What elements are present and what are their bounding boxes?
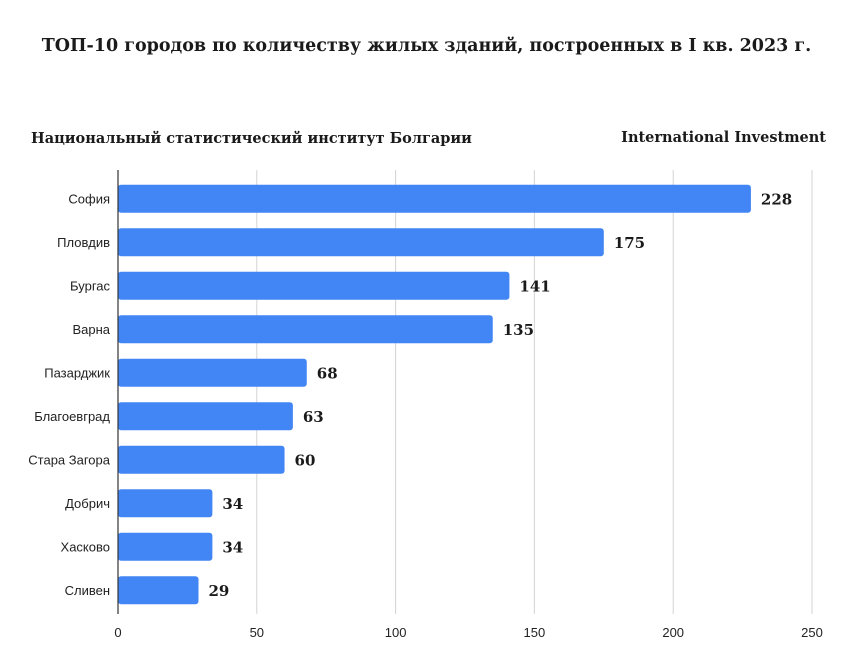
data-label-1: 175	[614, 234, 645, 252]
category-label-0: София	[68, 191, 110, 206]
category-label-9: Сливен	[65, 583, 110, 598]
bar-8	[118, 532, 213, 561]
data-label-5: 63	[303, 408, 324, 426]
bar-6	[118, 445, 285, 474]
category-label-1: Пловдив	[57, 235, 110, 250]
bar-1	[118, 228, 604, 257]
bar-9	[118, 576, 199, 605]
data-label-9: 29	[209, 582, 230, 600]
data-label-7: 34	[222, 495, 243, 513]
data-label-6: 60	[295, 451, 316, 469]
data-label-0: 228	[761, 190, 792, 208]
source-right-label: International Investment	[621, 129, 826, 146]
category-label-5: Благоевград	[34, 409, 110, 424]
bar-4	[118, 358, 307, 387]
category-label-7: Добрич	[65, 496, 110, 511]
category-label-8: Хасково	[61, 539, 110, 554]
bar-0	[118, 184, 751, 213]
category-label-6: Стара Загора	[28, 452, 110, 467]
x-tick-label-0: 0	[114, 625, 121, 640]
category-label-4: Пазарджик	[44, 365, 110, 380]
source-left-label: Национальный статистический институт Бол…	[31, 130, 472, 147]
category-label-3: Варна	[72, 322, 110, 337]
x-tick-label-200: 200	[662, 625, 684, 640]
data-label-3: 135	[503, 321, 534, 339]
bar-5	[118, 402, 293, 431]
bar-7	[118, 489, 213, 518]
data-label-8: 34	[222, 538, 243, 556]
category-label-2: Бургас	[70, 278, 111, 293]
x-tick-label-250: 250	[801, 625, 823, 640]
x-tick-label-150: 150	[524, 625, 546, 640]
data-label-4: 68	[317, 364, 338, 382]
bar-2	[118, 271, 510, 300]
x-tick-label-100: 100	[385, 625, 407, 640]
bar-3	[118, 315, 493, 344]
data-label-2: 141	[519, 277, 550, 295]
x-tick-label-50: 50	[250, 625, 264, 640]
chart-title: ТОП-10 городов по количеству жилых здани…	[41, 36, 812, 56]
